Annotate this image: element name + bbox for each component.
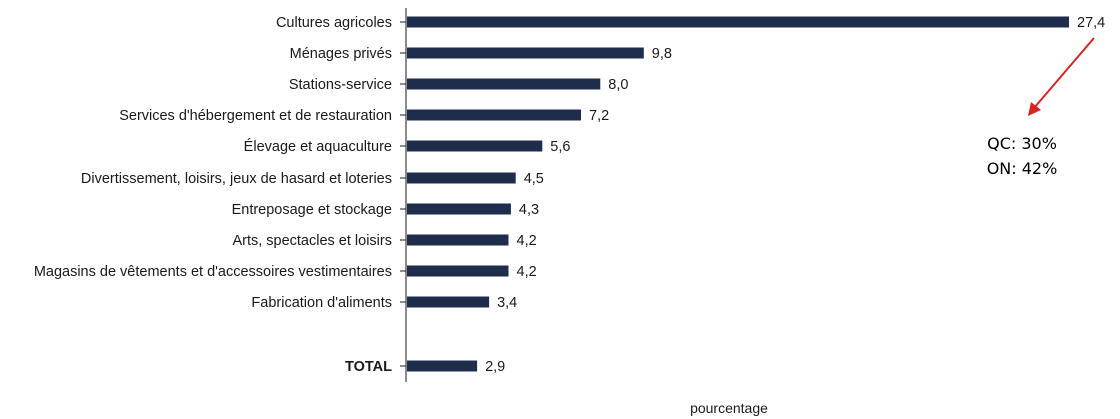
bar xyxy=(407,140,543,152)
bar xyxy=(407,296,490,308)
bar xyxy=(407,234,509,246)
annotation-layer: QC: 30% ON: 42% xyxy=(987,37,1095,178)
bar xyxy=(407,109,581,121)
annotation-on: ON: 42% xyxy=(987,159,1058,178)
bar xyxy=(407,16,1069,28)
category-label: Entreposage et stockage xyxy=(232,202,392,218)
annotation-arrow xyxy=(1033,37,1095,109)
value-label: 2,9 xyxy=(485,359,505,375)
category-label: Divertissement, loisirs, jeux de hasard … xyxy=(81,171,392,187)
value-label: 27,4 xyxy=(1077,15,1105,31)
bar xyxy=(407,47,644,59)
value-label: 3,4 xyxy=(497,295,517,311)
value-label: 8,0 xyxy=(608,77,628,93)
category-label: Arts, spectacles et loisirs xyxy=(232,233,392,249)
value-label: 4,5 xyxy=(524,171,544,187)
bar xyxy=(407,265,509,277)
bar xyxy=(407,78,601,90)
annotation-arrowhead xyxy=(1028,102,1041,116)
annotation-qc: QC: 30% xyxy=(987,134,1057,153)
value-label: 5,6 xyxy=(550,139,570,155)
category-label: Magasins de vêtements et d'accessoires v… xyxy=(34,264,392,280)
bar xyxy=(407,360,478,372)
value-label: 4,3 xyxy=(519,202,539,218)
category-label: Élevage et aquaculture xyxy=(244,138,392,155)
category-label: TOTAL xyxy=(345,359,392,375)
value-label: 4,2 xyxy=(517,264,537,280)
value-label: 9,8 xyxy=(652,46,672,62)
bar xyxy=(407,203,511,215)
value-label: 4,2 xyxy=(517,233,537,249)
category-label: Cultures agricoles xyxy=(276,15,392,31)
x-axis-label: pourcentage xyxy=(690,400,768,416)
category-label: Ménages privés xyxy=(290,46,392,62)
bar xyxy=(407,172,516,184)
value-label: 7,2 xyxy=(589,108,609,124)
category-label: Stations-service xyxy=(289,77,392,93)
category-label: Fabrication d'aliments xyxy=(251,295,392,311)
category-label: Services d'hébergement et de restauratio… xyxy=(119,108,392,124)
bars-layer: Cultures agricoles 27,4 Ménages privés 9,8 S… xyxy=(34,15,1105,375)
